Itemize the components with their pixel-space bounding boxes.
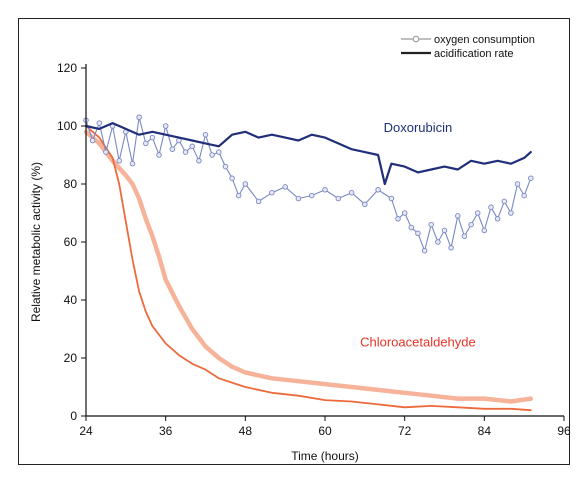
- series-doxorubicin-oxygen-point: [474, 210, 481, 216]
- series-doxorubicin-oxygen-point: [322, 187, 328, 193]
- series-chloroacetaldehyde-acidification-line: [85, 125, 532, 412]
- series-doxorubicin-oxygen-point: [162, 123, 169, 129]
- series-doxorubicin-oxygen-point: [521, 192, 527, 199]
- x-tick-label: 48: [239, 424, 253, 438]
- series-doxorubicin-oxygen-point: [129, 160, 136, 167]
- x-tick-label: 24: [79, 424, 93, 438]
- series-doxorubicin-oxygen-point: [494, 216, 501, 222]
- series-doxorubicin-acidification-line: [84, 121, 532, 186]
- annotation-doxorubicin: Doxorubicin: [384, 120, 453, 135]
- series-doxorubicin-oxygen-point: [269, 189, 275, 196]
- series-doxorubicin-oxygen-point: [481, 227, 488, 234]
- y-tick-label: 40: [64, 293, 78, 307]
- series-doxorubicin-oxygen-point: [408, 224, 415, 231]
- y-tick-label: 60: [64, 235, 78, 249]
- series-doxorubicin-oxygen-point: [335, 195, 342, 202]
- series-doxorubicin-oxygen-point: [103, 149, 109, 155]
- series-doxorubicin-oxygen-point: [375, 187, 381, 193]
- series-doxorubicin-oxygen-point: [169, 146, 176, 152]
- series-doxorubicin-oxygen-point: [235, 192, 242, 199]
- series-doxorubicin-oxygen-point: [242, 181, 249, 187]
- series-doxorubicin-oxygen-point: [528, 175, 534, 181]
- series-doxorubicin-oxygen-point: [229, 175, 235, 181]
- legend: oxygen consumption acidification rate: [401, 34, 535, 60]
- series-doxorubicin-oxygen-point: [156, 152, 162, 158]
- legend-label-acidification: acidification rate: [434, 48, 514, 60]
- series-doxorubicin-oxygen-point: [455, 213, 461, 219]
- series-doxorubicin-oxygen-point: [295, 195, 302, 202]
- series-doxorubicin-oxygen-point: [441, 227, 448, 234]
- series-doxorubicin-oxygen-point: [202, 131, 209, 138]
- x-tick-label: 60: [318, 424, 332, 438]
- series-doxorubicin-oxygen-point: [514, 181, 521, 187]
- series-doxorubicin-oxygen-point: [282, 184, 288, 190]
- series-doxorubicin-oxygen-point: [348, 189, 355, 196]
- x-tick-label: 72: [398, 424, 412, 438]
- series-chloroacetaldehyde-oxygen-line: [83, 129, 534, 404]
- annotation-chloroacetaldehyde: Chloroacetaldehyde: [360, 334, 476, 349]
- series-doxorubicin-oxygen-point: [488, 204, 494, 210]
- x-tick-label: 84: [478, 424, 492, 438]
- x-axis-label: Time (hours): [291, 449, 359, 463]
- chart-frame: [18, 18, 570, 465]
- series-doxorubicin-oxygen-point: [149, 134, 156, 141]
- series-doxorubicin-oxygen-point: [143, 140, 149, 147]
- y-axis-label: Relative metabolic activity (%): [29, 162, 43, 322]
- series-doxorubicin-oxygen-point: [209, 152, 215, 158]
- series-doxorubicin-oxygen-point: [395, 216, 401, 222]
- series-doxorubicin-oxygen-point: [136, 114, 142, 121]
- series-doxorubicin-oxygen-point: [448, 245, 454, 251]
- series-doxorubicin-oxygen-point: [182, 149, 189, 155]
- series-doxorubicin-oxygen-point: [435, 239, 441, 245]
- y-tick-label: 80: [64, 177, 78, 191]
- series-doxorubicin-oxygen-point: [428, 221, 434, 228]
- series-doxorubicin-oxygen-point: [222, 163, 229, 170]
- series-doxorubicin-oxygen-point: [96, 120, 103, 126]
- series-doxorubicin-oxygen-point: [401, 210, 408, 216]
- legend-label-oxygen: oxygen consumption: [434, 34, 535, 46]
- y-tick-label: 100: [57, 119, 77, 133]
- y-tick-label: 120: [57, 61, 77, 75]
- series-doxorubicin-oxygen-point: [216, 149, 222, 155]
- series-doxorubicin-oxygen-point: [189, 143, 195, 150]
- series-doxorubicin-oxygen-point: [468, 221, 474, 228]
- y-tick-label: 0: [70, 409, 77, 423]
- series-doxorubicin-oxygen-point: [421, 247, 428, 254]
- plot-layer: [83, 114, 534, 412]
- series-doxorubicin-oxygen-point: [255, 198, 262, 205]
- series-doxorubicin-oxygen-point: [362, 201, 368, 208]
- y-tick-label: 20: [64, 351, 78, 365]
- legend-marker-oxygen: [412, 35, 420, 43]
- x-tick-label: 36: [159, 424, 173, 438]
- series-doxorubicin-oxygen-point: [196, 158, 202, 164]
- series-doxorubicin-oxygen-point: [388, 195, 395, 202]
- axis-ticks: 24 36 48 60 72 84 96 0 20 40 60 80 100 120: [57, 61, 571, 438]
- series-doxorubicin-oxygen-point: [501, 198, 508, 205]
- series-doxorubicin-oxygen-point: [308, 192, 315, 199]
- series-doxorubicin-oxygen-point: [508, 210, 514, 216]
- series-doxorubicin-oxygen-point: [461, 233, 468, 239]
- series-doxorubicin-oxygen-point: [116, 158, 122, 164]
- series-doxorubicin-oxygen-point: [89, 137, 96, 144]
- series-doxorubicin-oxygen-point: [415, 230, 421, 237]
- x-tick-label: 96: [557, 424, 571, 438]
